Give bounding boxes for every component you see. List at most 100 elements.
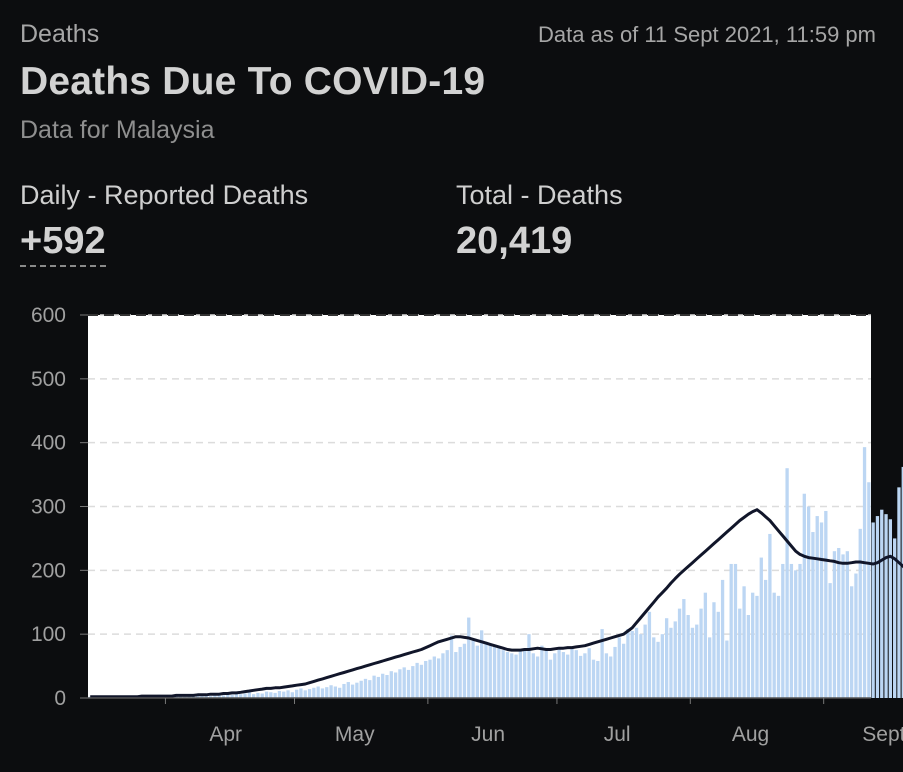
daily-deaths-bar[interactable] [652,637,656,698]
daily-deaths-bar[interactable] [243,693,247,698]
daily-deaths-bar[interactable] [333,686,338,698]
daily-deaths-bar[interactable] [570,646,574,698]
daily-deaths-bar[interactable] [406,669,411,698]
daily-deaths-bar[interactable] [845,551,849,698]
daily-deaths-bar[interactable] [514,654,518,698]
daily-deaths-value[interactable]: +592 [20,220,106,267]
daily-deaths-bar[interactable] [208,696,213,698]
daily-deaths-bar[interactable] [230,694,234,698]
daily-deaths-bar[interactable] [239,694,243,698]
daily-deaths-bar[interactable] [458,646,462,698]
daily-deaths-bar[interactable] [544,650,548,698]
daily-deaths-bar[interactable] [196,696,200,698]
daily-deaths-bar[interactable] [862,447,867,698]
daily-deaths-bar[interactable] [643,624,647,698]
daily-deaths-bar[interactable] [613,646,617,698]
daily-deaths-bar[interactable] [320,688,325,698]
daily-deaths-bar[interactable] [587,648,591,698]
daily-deaths-bar[interactable] [858,528,862,698]
daily-deaths-bar[interactable] [561,652,566,698]
daily-deaths-bar[interactable] [419,664,424,698]
daily-deaths-bar[interactable] [346,682,350,698]
daily-deaths-bar[interactable] [880,509,884,698]
daily-deaths-bar[interactable] [518,650,523,698]
daily-deaths-bar[interactable] [785,468,789,698]
daily-deaths-bar[interactable] [729,563,733,698]
daily-deaths-bar[interactable] [634,627,639,698]
daily-deaths-bar[interactable] [763,579,768,698]
daily-deaths-bar[interactable] [798,563,802,698]
daily-deaths-bar[interactable] [626,629,630,698]
daily-deaths-bar[interactable] [303,690,307,698]
daily-deaths-bar[interactable] [578,655,583,698]
daily-deaths-bar[interactable] [312,687,316,698]
daily-deaths-bar[interactable] [325,687,329,698]
daily-deaths-bar[interactable] [647,611,652,698]
daily-deaths-bar[interactable] [699,608,703,698]
daily-deaths-bar[interactable] [660,634,664,698]
daily-deaths-bar[interactable] [824,510,828,698]
daily-deaths-bar[interactable] [832,551,837,698]
daily-deaths-bar[interactable] [436,658,441,698]
daily-deaths-bar[interactable] [897,487,901,698]
daily-deaths-bar[interactable] [376,676,381,698]
daily-deaths-bar[interactable] [213,694,217,698]
daily-deaths-bar[interactable] [875,516,880,698]
daily-deaths-bar[interactable] [815,516,819,698]
daily-deaths-bar[interactable] [682,599,686,698]
daily-deaths-bar[interactable] [445,650,449,698]
daily-deaths-bar[interactable] [251,694,256,698]
daily-deaths-bar[interactable] [501,650,505,698]
daily-deaths-bar[interactable] [441,653,445,698]
daily-deaths-bar[interactable] [630,630,634,698]
daily-deaths-bar[interactable] [733,563,738,698]
daily-deaths-bar[interactable] [260,693,264,698]
daily-deaths-bar[interactable] [273,692,277,698]
daily-deaths-bar[interactable] [531,653,535,698]
daily-deaths-bar[interactable] [415,662,419,698]
daily-deaths-bar[interactable] [510,653,514,698]
daily-deaths-bar[interactable] [411,666,415,698]
daily-deaths-bar[interactable] [759,557,763,698]
daily-deaths-bar[interactable] [669,627,673,698]
daily-deaths-bar[interactable] [716,611,720,698]
daily-deaths-bar[interactable] [398,669,402,698]
daily-deaths-bar[interactable] [776,595,781,698]
daily-deaths-bar[interactable] [286,690,290,698]
daily-deaths-bar[interactable] [677,608,682,698]
daily-deaths-bar[interactable] [264,691,269,698]
daily-deaths-bar[interactable] [497,648,501,698]
daily-deaths-bar[interactable] [467,617,471,698]
daily-deaths-bar[interactable] [221,695,226,698]
daily-deaths-bar[interactable] [600,629,604,698]
daily-deaths-bar[interactable] [505,652,510,698]
daily-deaths-bar[interactable] [596,660,600,698]
daily-deaths-bar[interactable] [540,645,544,698]
daily-deaths-bar[interactable] [557,649,561,698]
daily-deaths-bar[interactable] [781,563,785,698]
daily-deaths-bar[interactable] [656,641,660,698]
daily-deaths-bar[interactable] [871,522,875,698]
daily-deaths-bar[interactable] [449,635,454,698]
daily-deaths-bar[interactable] [178,696,183,698]
daily-deaths-bar[interactable] [269,692,273,698]
daily-deaths-bar[interactable] [720,579,725,698]
daily-deaths-bar[interactable] [849,586,854,698]
daily-deaths-bar[interactable] [901,466,903,698]
daily-deaths-bar[interactable] [424,660,428,698]
daily-deaths-bar[interactable] [462,643,467,698]
daily-deaths-bar[interactable] [621,643,626,698]
daily-deaths-bar[interactable] [527,634,531,698]
daily-deaths-bar[interactable] [282,691,286,698]
daily-deaths-bar[interactable] [204,695,208,698]
daily-deaths-bar[interactable] [690,627,695,698]
daily-deaths-bar[interactable] [867,482,871,698]
daily-deaths-bar[interactable] [802,493,806,698]
daily-deaths-bar[interactable] [806,506,811,699]
daily-deaths-bar[interactable] [703,592,708,698]
daily-deaths-bar[interactable] [854,573,858,698]
daily-deaths-bar[interactable] [359,680,363,698]
daily-deaths-bar[interactable] [712,602,716,698]
daily-deaths-bar[interactable] [708,637,712,698]
daily-deaths-bar[interactable] [893,538,897,698]
